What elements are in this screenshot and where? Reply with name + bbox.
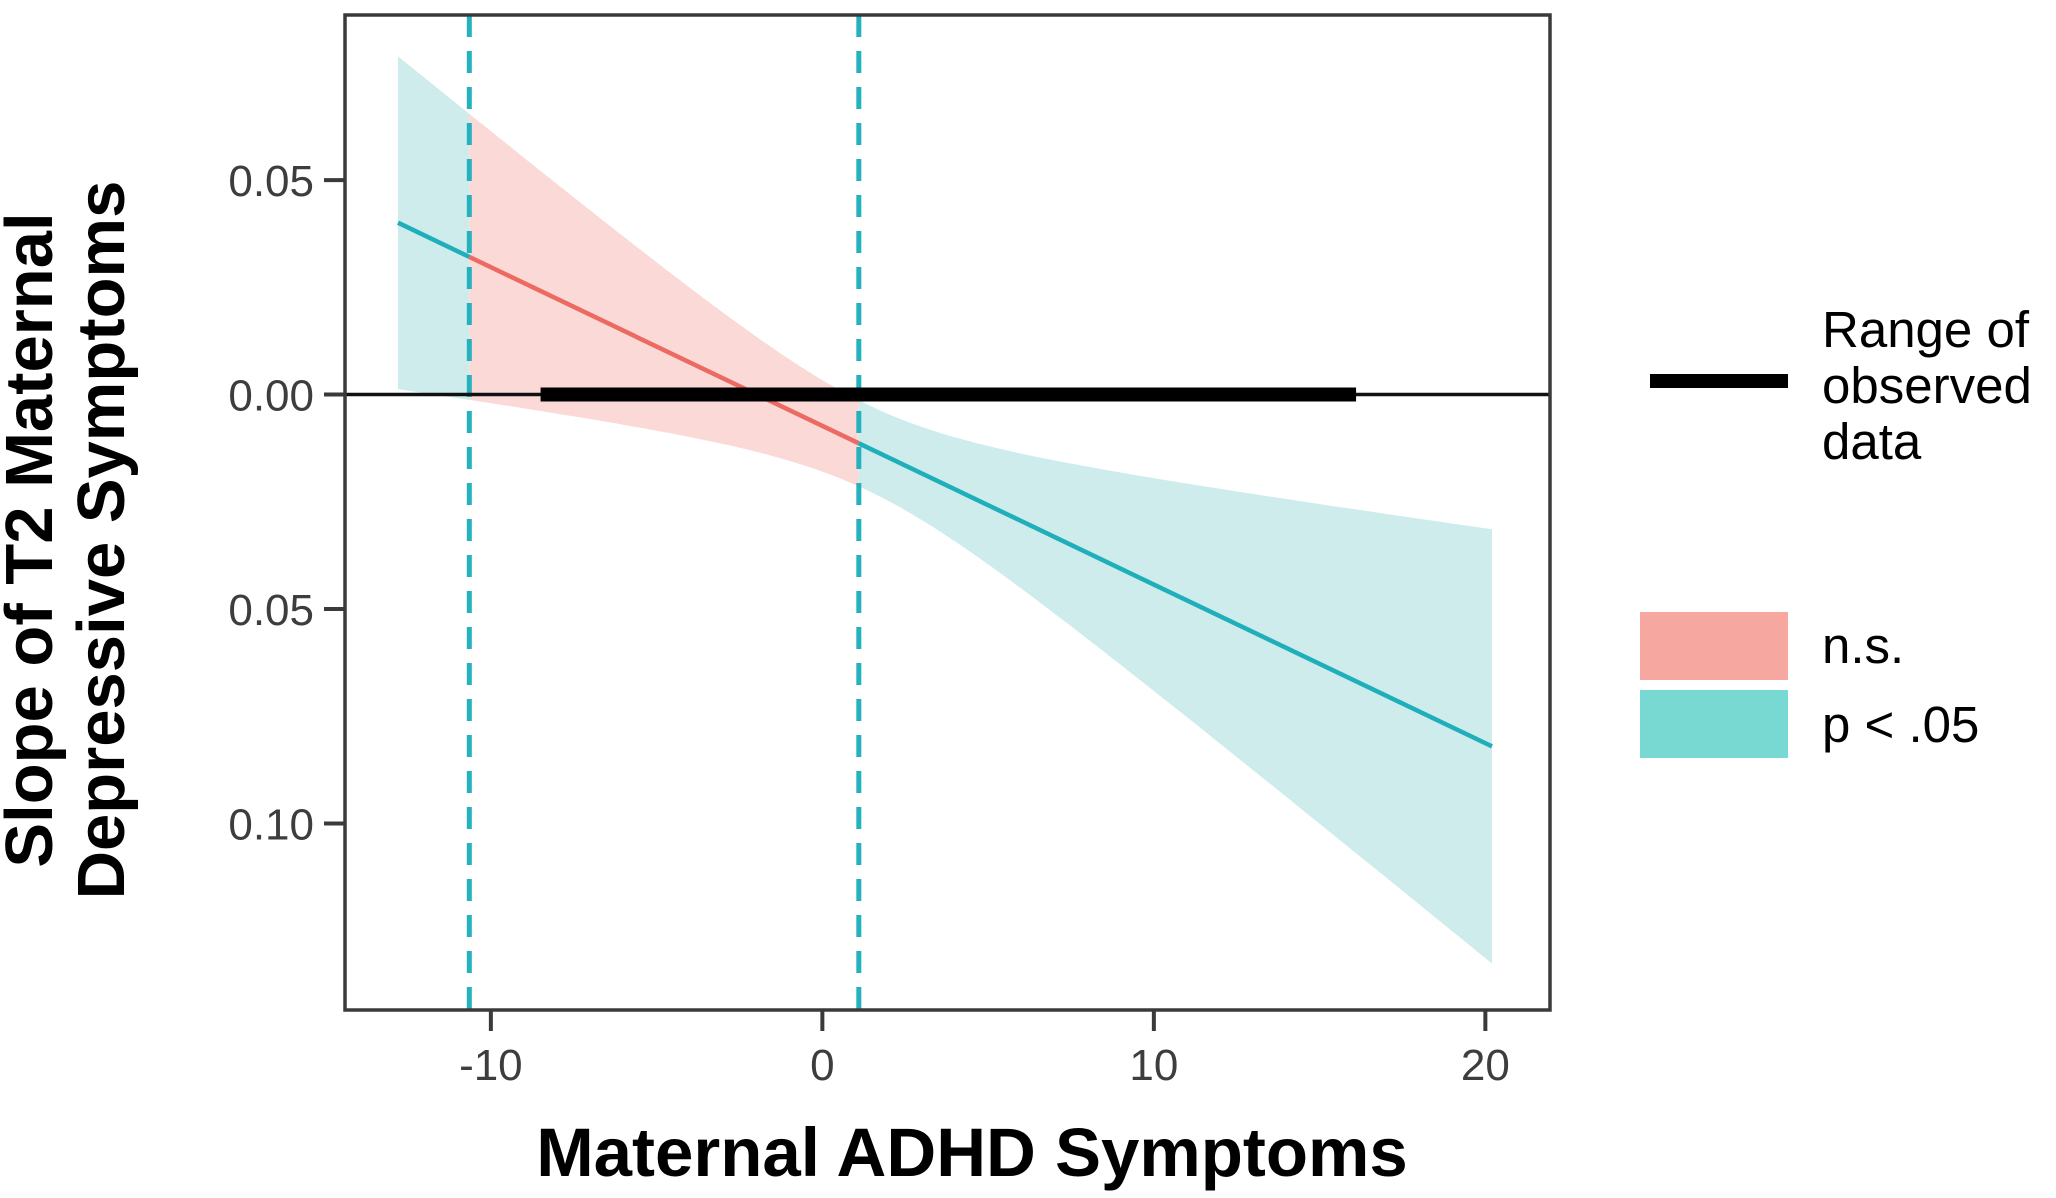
x-tick-label: 10 [1129,1041,1178,1090]
ns-color-swatch [1640,612,1788,680]
legend-item-ns: n.s. [1640,612,1904,680]
ci-band-significant-left [398,56,470,400]
y-axis-title-line1: Slope of T2 Maternal [0,212,67,867]
legend-label-observed-range-line3: data [1822,413,1922,470]
y-tick-label: 0.10 [228,800,314,849]
x-axis-title: Maternal ADHD Symptoms [536,1114,1408,1191]
ci-band-significant-right [858,400,1492,964]
significant-color-swatch [1640,690,1788,758]
y-axis-title: Slope of T2 Maternal Depressive Symptoms [0,181,139,900]
legend-item-observed-range: Range of observed data [1650,301,2032,470]
legend: Range of observed data n.s. p < .05 [1640,301,2032,758]
x-tick-label: 0 [810,1041,834,1090]
regression-line-significant-right [857,441,1493,749]
regression-line-significant-left [397,220,471,259]
y-axis: 0.05 0.00 0.05 0.10 [228,157,345,849]
plot-panel [343,13,1552,1012]
legend-label-observed-range-line2: observed [1822,357,2032,414]
legend-item-significant: p < .05 [1640,690,1979,758]
x-axis: -10 0 10 20 [459,1010,1510,1090]
legend-label-ns: n.s. [1822,617,1904,674]
y-axis-title-line2: Depressive Symptoms [64,181,139,900]
y-tick-label: 0.00 [228,372,314,421]
y-tick-label: 0.05 [228,586,314,635]
legend-label-observed-range-line1: Range of [1822,301,2030,358]
x-tick-label: -10 [459,1041,523,1090]
legend-label-significant: p < .05 [1822,696,1979,753]
regression-line-nonsignificant [468,254,860,446]
y-tick-label: 0.05 [228,157,314,206]
x-tick-label: 20 [1461,1041,1510,1090]
panel-border [343,13,1552,1012]
